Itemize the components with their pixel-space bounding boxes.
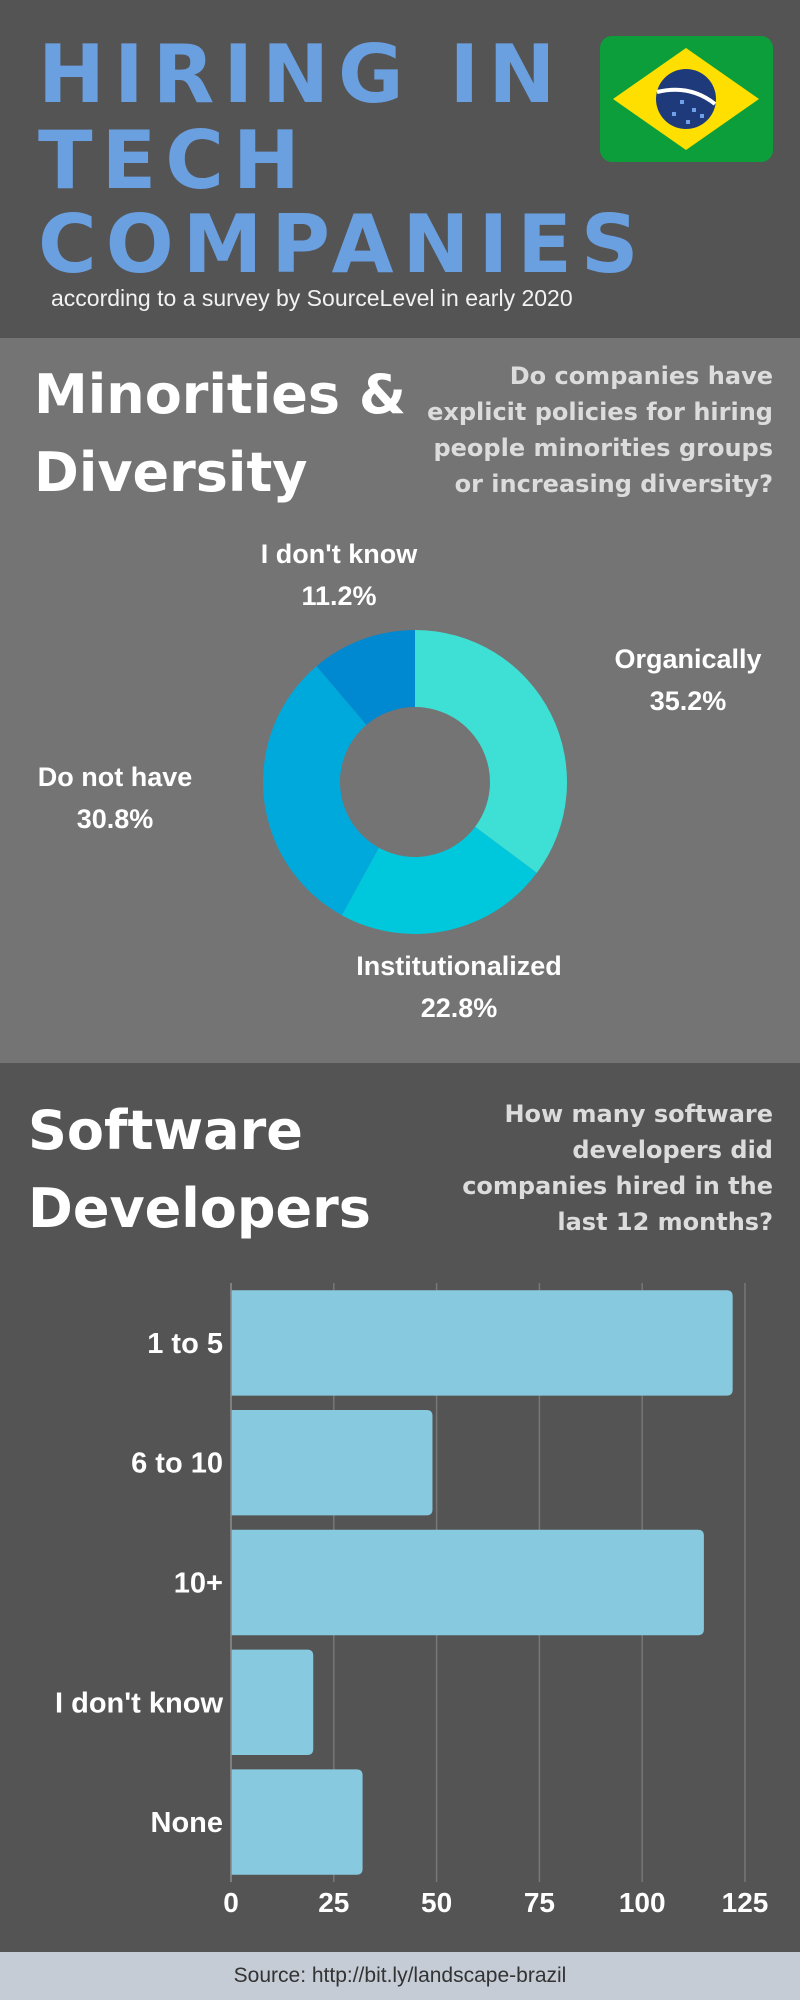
section-question: Do companies have explicit policies for … [427, 362, 773, 498]
x-tick-label: 50 [421, 1887, 452, 1918]
footer-source: Source: http://bit.ly/landscape-brazil [0, 1952, 800, 2000]
y-tick-label: 6 to 10 [131, 1448, 223, 1480]
x-tick-label: 125 [722, 1887, 769, 1918]
bar [231, 1769, 363, 1875]
header-title: COMPANIES [38, 198, 648, 291]
slice-label: I don't know [261, 539, 418, 569]
header-title: TECH [38, 114, 309, 207]
y-tick-label: I don't know [55, 1687, 223, 1719]
slice-value: 22.8% [421, 993, 498, 1023]
section-title: Minorities & Diversity [34, 363, 406, 504]
x-tick-label: 0 [223, 1887, 239, 1918]
bar [231, 1649, 314, 1756]
bar [231, 1290, 733, 1396]
x-tick-label: 100 [619, 1887, 666, 1918]
slice-value: 11.2% [301, 581, 376, 611]
donut-slice [263, 666, 379, 916]
slice-label: Institutionalized [356, 951, 562, 981]
donut-slice [341, 826, 537, 934]
x-tick-label: 25 [318, 1887, 349, 1918]
section-title: Software Developers [28, 1099, 371, 1240]
slice-label: Do not have [38, 762, 193, 792]
bar [231, 1409, 433, 1516]
slice-value: 30.8% [77, 804, 154, 834]
flag [600, 36, 773, 162]
y-tick-label: None [151, 1807, 224, 1839]
x-tick-label: 75 [524, 1887, 555, 1918]
section-question: How many software developers did compani… [462, 1100, 773, 1236]
y-tick-label: 10+ [174, 1568, 223, 1600]
bar [231, 1529, 704, 1636]
slice-value: 35.2% [650, 686, 727, 716]
y-tick-label: 1 to 5 [147, 1328, 223, 1360]
header-title: HIRING IN [38, 28, 564, 121]
header-subtitle: according to a survey by SourceLevel in … [51, 285, 573, 311]
slice-label: Organically [614, 644, 761, 674]
donut-slice [316, 630, 415, 725]
donut-slice [415, 630, 567, 873]
